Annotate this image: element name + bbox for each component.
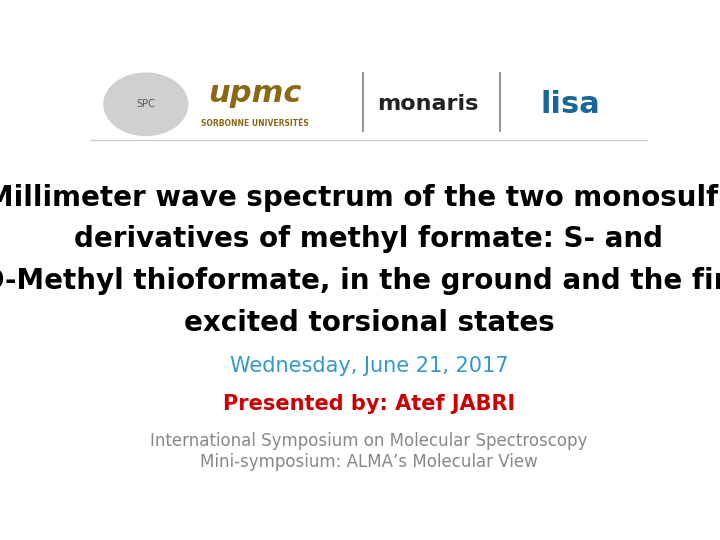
Text: Mini-symposium: ALMA’s Molecular View: Mini-symposium: ALMA’s Molecular View (200, 453, 538, 471)
Text: Wednesday, June 21, 2017: Wednesday, June 21, 2017 (230, 356, 508, 376)
Text: excited torsional states: excited torsional states (184, 308, 554, 336)
Text: International Symposium on Molecular Spectroscopy: International Symposium on Molecular Spe… (150, 432, 588, 450)
Text: upmc: upmc (208, 79, 302, 109)
Text: monaris: monaris (377, 94, 478, 114)
Text: Presented by: Atef JABRI: Presented by: Atef JABRI (223, 394, 515, 414)
Text: Millimeter wave spectrum of the two monosulfur: Millimeter wave spectrum of the two mono… (0, 184, 720, 212)
Text: derivatives of methyl formate: S- and: derivatives of methyl formate: S- and (74, 225, 664, 253)
Text: lisa: lisa (540, 90, 600, 119)
Text: SPC: SPC (136, 99, 156, 109)
Text: O-Methyl thioformate, in the ground and the first: O-Methyl thioformate, in the ground and … (0, 267, 720, 295)
Text: SORBONNE UNIVERSITÉS: SORBONNE UNIVERSITÉS (201, 118, 308, 127)
Circle shape (104, 73, 188, 136)
